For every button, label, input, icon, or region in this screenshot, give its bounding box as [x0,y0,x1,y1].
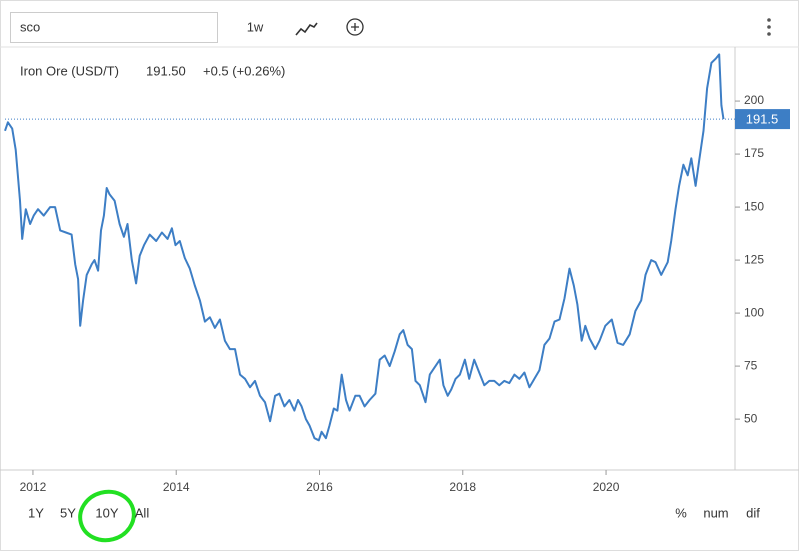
range-button[interactable]: 1Y [28,505,44,520]
interval-button[interactable]: 1w [247,19,264,34]
quote-price: 191.50 [146,63,186,78]
range-button[interactable]: All [135,505,150,520]
y-tick-label: 200 [744,93,764,107]
range-button[interactable]: 5Y [60,505,76,520]
menu-icon[interactable] [767,18,771,36]
quote-name: Iron Ore (USD/T) [20,63,119,78]
x-tick-label: 2014 [163,480,190,494]
display-mode-button[interactable]: dif [746,505,760,520]
y-tick-label: 100 [744,305,764,319]
last-price-box [735,109,790,130]
display-mode-button[interactable]: % [675,505,687,520]
y-tick-label: 50 [744,411,758,425]
x-tick-label: 2018 [449,480,476,494]
search-box[interactable] [10,12,218,43]
y-tick-label: 75 [744,358,758,372]
hand-drawn-circle [78,489,136,543]
plot-area: 50 75 100 125 150 175 200 2012 2014 2016 2018 2020 1… [0,46,799,494]
y-tick-label: 150 [744,199,764,213]
chart-type-icon[interactable] [295,22,318,36]
quote-change: +0.5 (+0.26%) [203,63,285,78]
search-text[interactable]: sco [20,19,40,34]
display-mode-button[interactable]: num [703,505,728,520]
last-price-label: 191.5 [746,112,779,127]
range-button[interactable]: 10Y [95,505,118,520]
add-icon[interactable] [346,18,364,36]
price-line [4,53,725,442]
x-tick-label: 2020 [593,480,620,494]
x-tick-label: 2016 [306,480,333,494]
y-tick-label: 125 [744,252,764,266]
add-icon-plus [351,23,359,31]
x-tick-label: 2012 [20,480,47,494]
y-tick-label: 175 [744,146,764,160]
